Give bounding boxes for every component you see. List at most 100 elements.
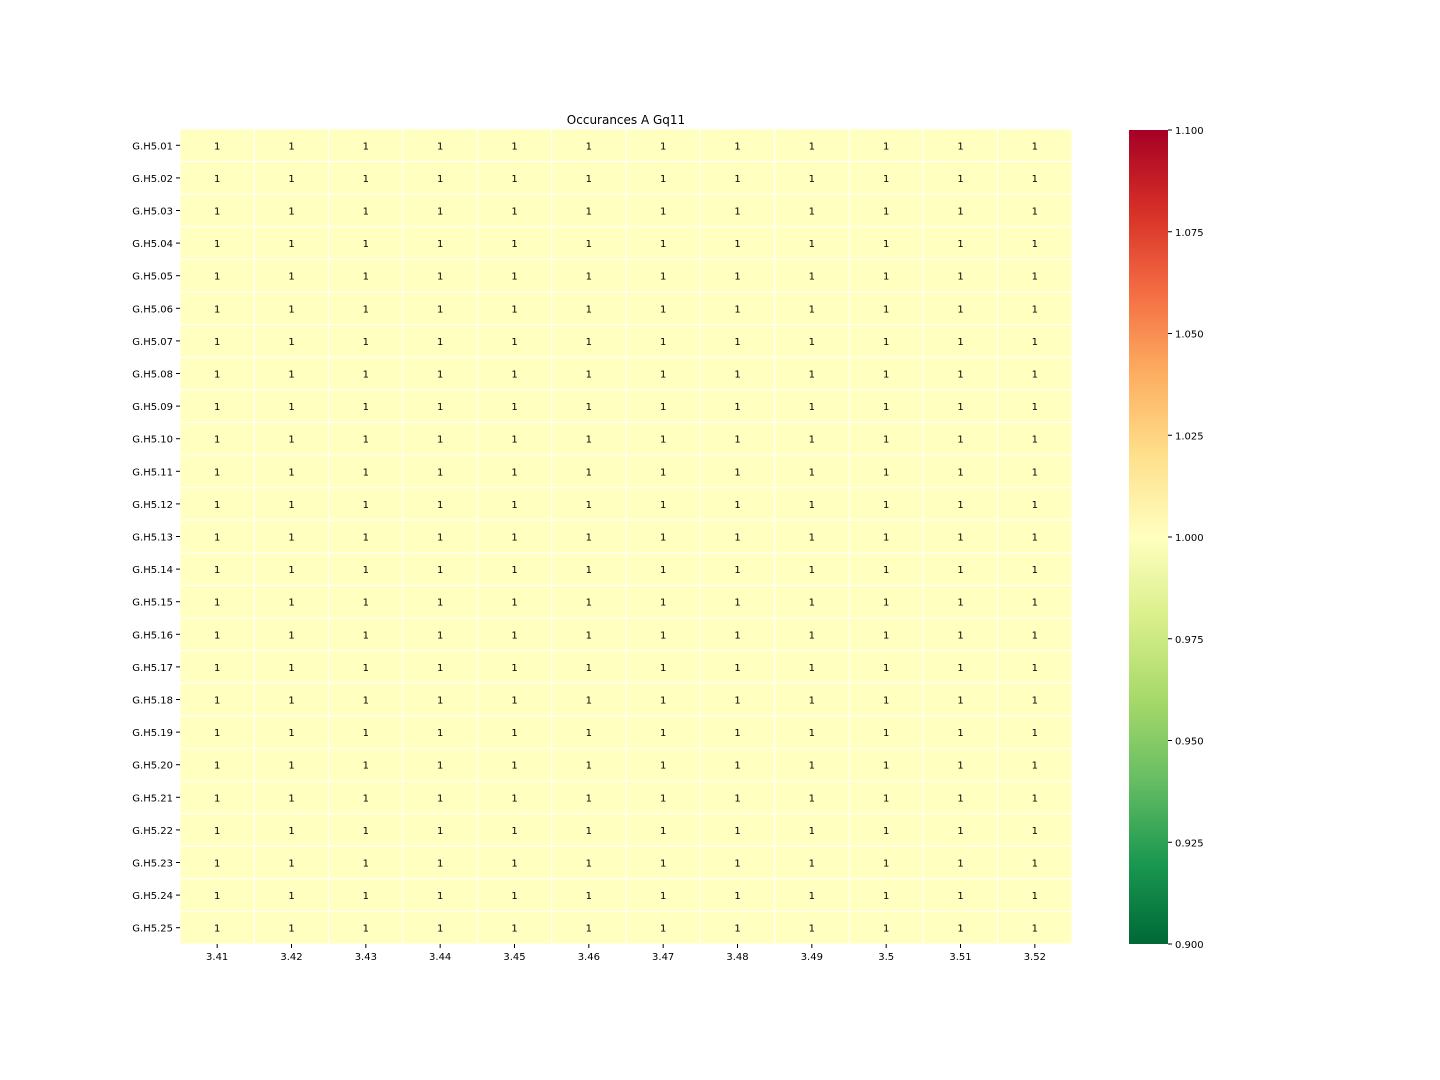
heatmap-cell [179,715,255,749]
heatmap-cell [848,161,924,195]
cell-value-label: 1 [957,859,963,870]
cell-value-label: 1 [883,826,889,837]
cell-value-label: 1 [511,207,517,218]
cell-value-label: 1 [214,826,220,837]
cell-value-label: 1 [214,761,220,772]
heatmap-cell [476,421,553,456]
heatmap-cell [922,617,999,652]
heatmap-cell [774,226,850,260]
cell-value-label: 1 [734,761,740,772]
heatmap-cell [997,161,1073,195]
cell-value-label: 1 [660,370,666,381]
cell-value-label: 1 [883,598,889,609]
chart-title: Occurances A Gq11 [567,113,685,127]
cell-value-label: 1 [1032,337,1038,348]
y-tick-label: G.H5.15 [132,598,173,609]
cell-value-label: 1 [1032,924,1038,935]
heatmap-cell [848,487,924,521]
heatmap-cell [997,487,1073,521]
cell-value-label: 1 [214,272,220,283]
cell-value-label: 1 [957,435,963,446]
cell-value-label: 1 [511,239,517,250]
cell-value-label: 1 [660,304,666,315]
heatmap-cell [699,389,776,423]
cell-value-label: 1 [809,826,815,837]
heatmap-cell [997,421,1073,456]
heatmap-cell [997,356,1073,391]
cell-value-label: 1 [511,728,517,739]
heatmap-cell [625,356,701,391]
cell-value-label: 1 [809,728,815,739]
heatmap-cell [997,910,1073,945]
cell-value-label: 1 [363,533,369,544]
y-tick-label: G.H5.08 [132,370,173,381]
cell-value-label: 1 [1032,696,1038,707]
heatmap-cell [774,813,850,847]
cell-value-label: 1 [437,337,443,348]
cell-value-label: 1 [437,141,443,152]
cell-value-label: 1 [883,435,889,446]
cell-value-label: 1 [437,239,443,250]
cell-value-label: 1 [586,793,592,804]
cell-value-label: 1 [883,728,889,739]
heatmap-cell [625,226,701,260]
heatmap-cell [402,682,478,717]
cell-value-label: 1 [437,272,443,283]
cell-value-label: 1 [288,370,294,381]
heatmap-cell [179,258,255,293]
cell-value-label: 1 [1032,467,1038,478]
cell-value-label: 1 [809,207,815,218]
cell-value-label: 1 [809,924,815,935]
cell-value-label: 1 [660,467,666,478]
cell-value-label: 1 [957,598,963,609]
cell-value-label: 1 [363,141,369,152]
heatmap-cell [625,519,701,554]
cell-value-label: 1 [288,728,294,739]
heatmap-cell [997,519,1073,554]
heatmap-cell [551,324,627,358]
cell-value-label: 1 [957,141,963,152]
cell-value-label: 1 [734,663,740,674]
heatmap-cell [997,128,1073,163]
heatmap-cell [625,682,701,717]
cell-value-label: 1 [288,207,294,218]
cell-value-label: 1 [883,174,889,185]
y-tick-label: G.H5.10 [132,435,173,446]
cell-value-label: 1 [288,598,294,609]
cell-value-label: 1 [288,663,294,674]
colorbar-tick-label: 1.025 [1175,431,1204,442]
cell-value-label: 1 [883,533,889,544]
heatmap-cell [922,780,999,815]
cell-value-label: 1 [883,500,889,511]
heatmap-cell [179,910,255,945]
heatmap-cell [997,193,1073,228]
cell-value-label: 1 [883,402,889,413]
cell-value-label: 1 [809,435,815,446]
cell-value-label: 1 [437,500,443,511]
y-tick-label: G.H5.07 [132,337,173,348]
heatmap-cell [179,291,255,326]
heatmap-cell [179,617,255,652]
cell-value-label: 1 [809,533,815,544]
x-tick-label: 3.45 [503,952,525,963]
cell-value-label: 1 [586,402,592,413]
heatmap-cell [551,910,627,945]
cell-value-label: 1 [586,728,592,739]
cell-value-label: 1 [288,859,294,870]
cell-value-label: 1 [437,859,443,870]
cell-value-label: 1 [734,859,740,870]
heatmap-cell [328,910,404,945]
cell-value-label: 1 [288,565,294,576]
cell-value-label: 1 [363,402,369,413]
y-tick-label: G.H5.12 [132,500,173,511]
cell-value-label: 1 [1032,141,1038,152]
cell-value-label: 1 [437,370,443,381]
cell-value-label: 1 [883,924,889,935]
cell-value-label: 1 [363,728,369,739]
heatmap-cell [402,650,478,684]
heatmap-cell [179,519,255,554]
cell-value-label: 1 [511,500,517,511]
cell-value-label: 1 [437,924,443,935]
cell-value-label: 1 [1032,761,1038,772]
heatmap-cell [253,878,330,912]
